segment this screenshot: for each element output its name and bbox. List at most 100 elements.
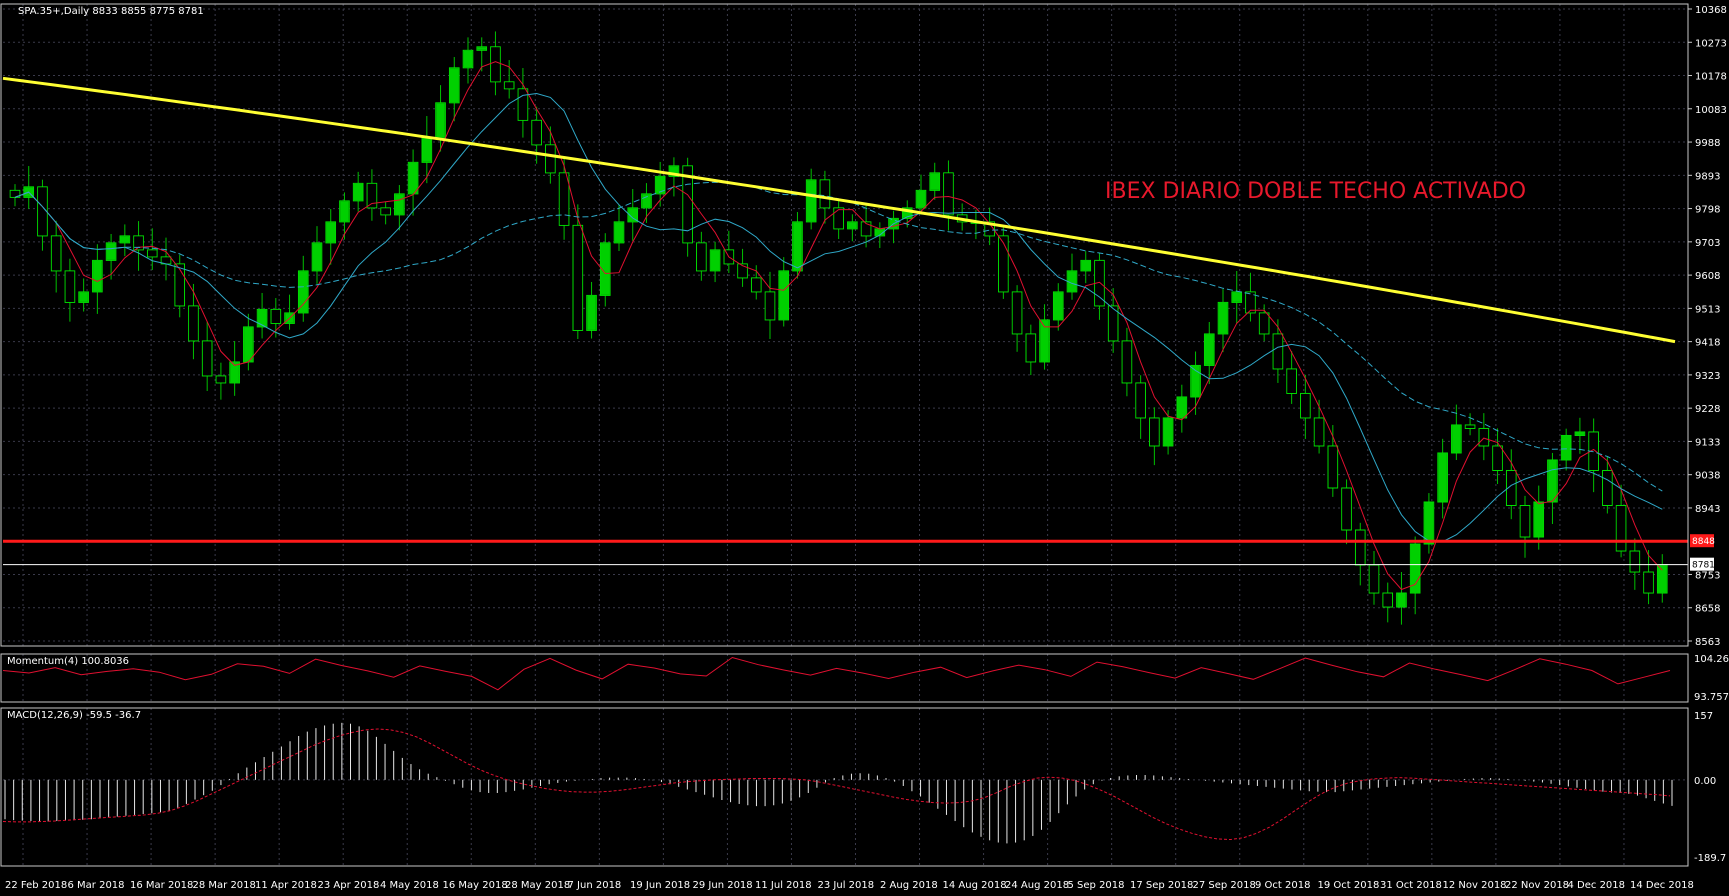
candle-fill [408,162,418,194]
candle-fill [244,327,253,362]
price-tick-label: 9513 [1695,304,1720,315]
date-tick-label: 11 Apr 2018 [255,880,317,891]
date-tick-label: 14 Dec 2018 [1630,880,1694,891]
candle-fill [1259,313,1269,334]
candle-fill [1369,565,1379,593]
candle-fill [147,250,157,257]
price-tick-label: 9038 [1695,471,1720,482]
macd-signal-line [2,728,1671,841]
level-label: 8848 [1692,537,1715,547]
date-tick-label: 17 Sep 2018 [1130,880,1193,891]
price-series [2,31,1676,625]
price-tick-label: 9798 [1695,205,1720,216]
candle-fill [216,376,226,383]
pane-frame [0,3,1689,647]
candle-fill [1177,397,1187,418]
date-tick-label: 4 Dec 2018 [1568,880,1626,891]
candle-fill [628,208,638,222]
date-tick-label: 19 Jun 2018 [630,880,690,891]
date-tick-label: 28 Mar 2018 [193,880,256,891]
price-tick-label: 9703 [1695,238,1720,249]
candle-fill [504,82,514,89]
candle-fill [1012,292,1022,334]
candle-fill [1397,593,1406,607]
macd-tick-label: 157 [1694,711,1713,722]
level-label: 8781 [1692,561,1715,571]
candle-fill [1438,453,1447,502]
candle-fill [326,222,336,243]
candle-fill [1548,460,1557,502]
candle-fill [230,362,239,383]
candle-fill [999,236,1008,292]
candle-fill [106,243,116,260]
momentum-series [2,656,1671,691]
momentum-tick-label: 104.2682 [1694,654,1729,665]
date-tick-label: 2 Aug 2018 [880,880,938,891]
candle-fill [875,229,885,236]
candle-fill [1232,292,1242,302]
candle-fill [655,176,665,194]
date-tick-label: 16 Mar 2018 [130,880,193,891]
candle-fill [1163,418,1173,446]
macd-tick-label: -189.7 [1694,853,1726,864]
date-tick-label: 24 Aug 2018 [1005,880,1069,891]
price-tick-label: 10368 [1695,5,1727,16]
ma-slow-line [14,92,1663,543]
candle-fill [600,243,610,295]
candle-fill [518,89,528,120]
candle-fill [697,243,706,271]
candle-fill [765,292,775,320]
candle-fill [1067,271,1077,292]
ma200-line [2,76,1676,344]
candle-fill [134,236,143,250]
date-tick-label: 9 Oct 2018 [1255,880,1310,891]
date-tick-label: 29 Jun 2018 [693,880,753,891]
candle-fill [65,271,75,302]
candle-fill [1328,446,1338,488]
momentum-tick-label: 93.7576 [1694,692,1729,703]
candle-fill [642,194,651,208]
candle-fill [834,208,843,229]
candle-fill [587,295,596,330]
candle-fill [1204,334,1214,365]
candle-fill [449,68,459,103]
candle-fill [779,271,789,320]
candle-fill [353,183,363,201]
candle-fill [559,173,569,225]
date-tick-label: 22 Feb 2018 [5,880,67,891]
candle-fill [38,187,47,236]
price-tick-label: 9418 [1695,338,1720,349]
candle-fill [916,190,926,208]
candle-fill [669,166,679,176]
price-tick-label: 9608 [1695,271,1720,282]
candle-fill [1136,383,1145,418]
candle-fill [1342,488,1351,530]
candle-fill [1410,544,1420,593]
candle-fill [1040,320,1049,362]
date-tick-label: 22 Nov 2018 [1505,880,1569,891]
date-tick-label: 28 May 2018 [505,880,570,891]
candle-fill [985,222,994,236]
candle-fill [614,222,624,243]
candle-fill [1465,425,1475,428]
candle-fill [51,236,61,271]
price-tick-label: 9893 [1695,171,1720,182]
date-tick-label: 23 Apr 2018 [318,880,380,891]
candle-fill [1479,428,1489,446]
candle-fill [1273,334,1283,369]
candle-fill [1314,418,1324,446]
candle-fill [1191,365,1200,397]
ma-fast-line [14,61,1663,591]
candle-fill [1616,505,1626,551]
candle-fill [93,260,102,292]
candle-fill [1053,292,1063,320]
candle-fill [820,180,830,208]
candle-fill [1534,502,1544,537]
candle-fill [79,292,88,302]
date-tick-label: 14 Aug 2018 [943,880,1007,891]
price-tick-label: 8943 [1695,504,1720,515]
candle-fill [793,222,802,271]
price-tick-label: 8753 [1695,570,1720,581]
